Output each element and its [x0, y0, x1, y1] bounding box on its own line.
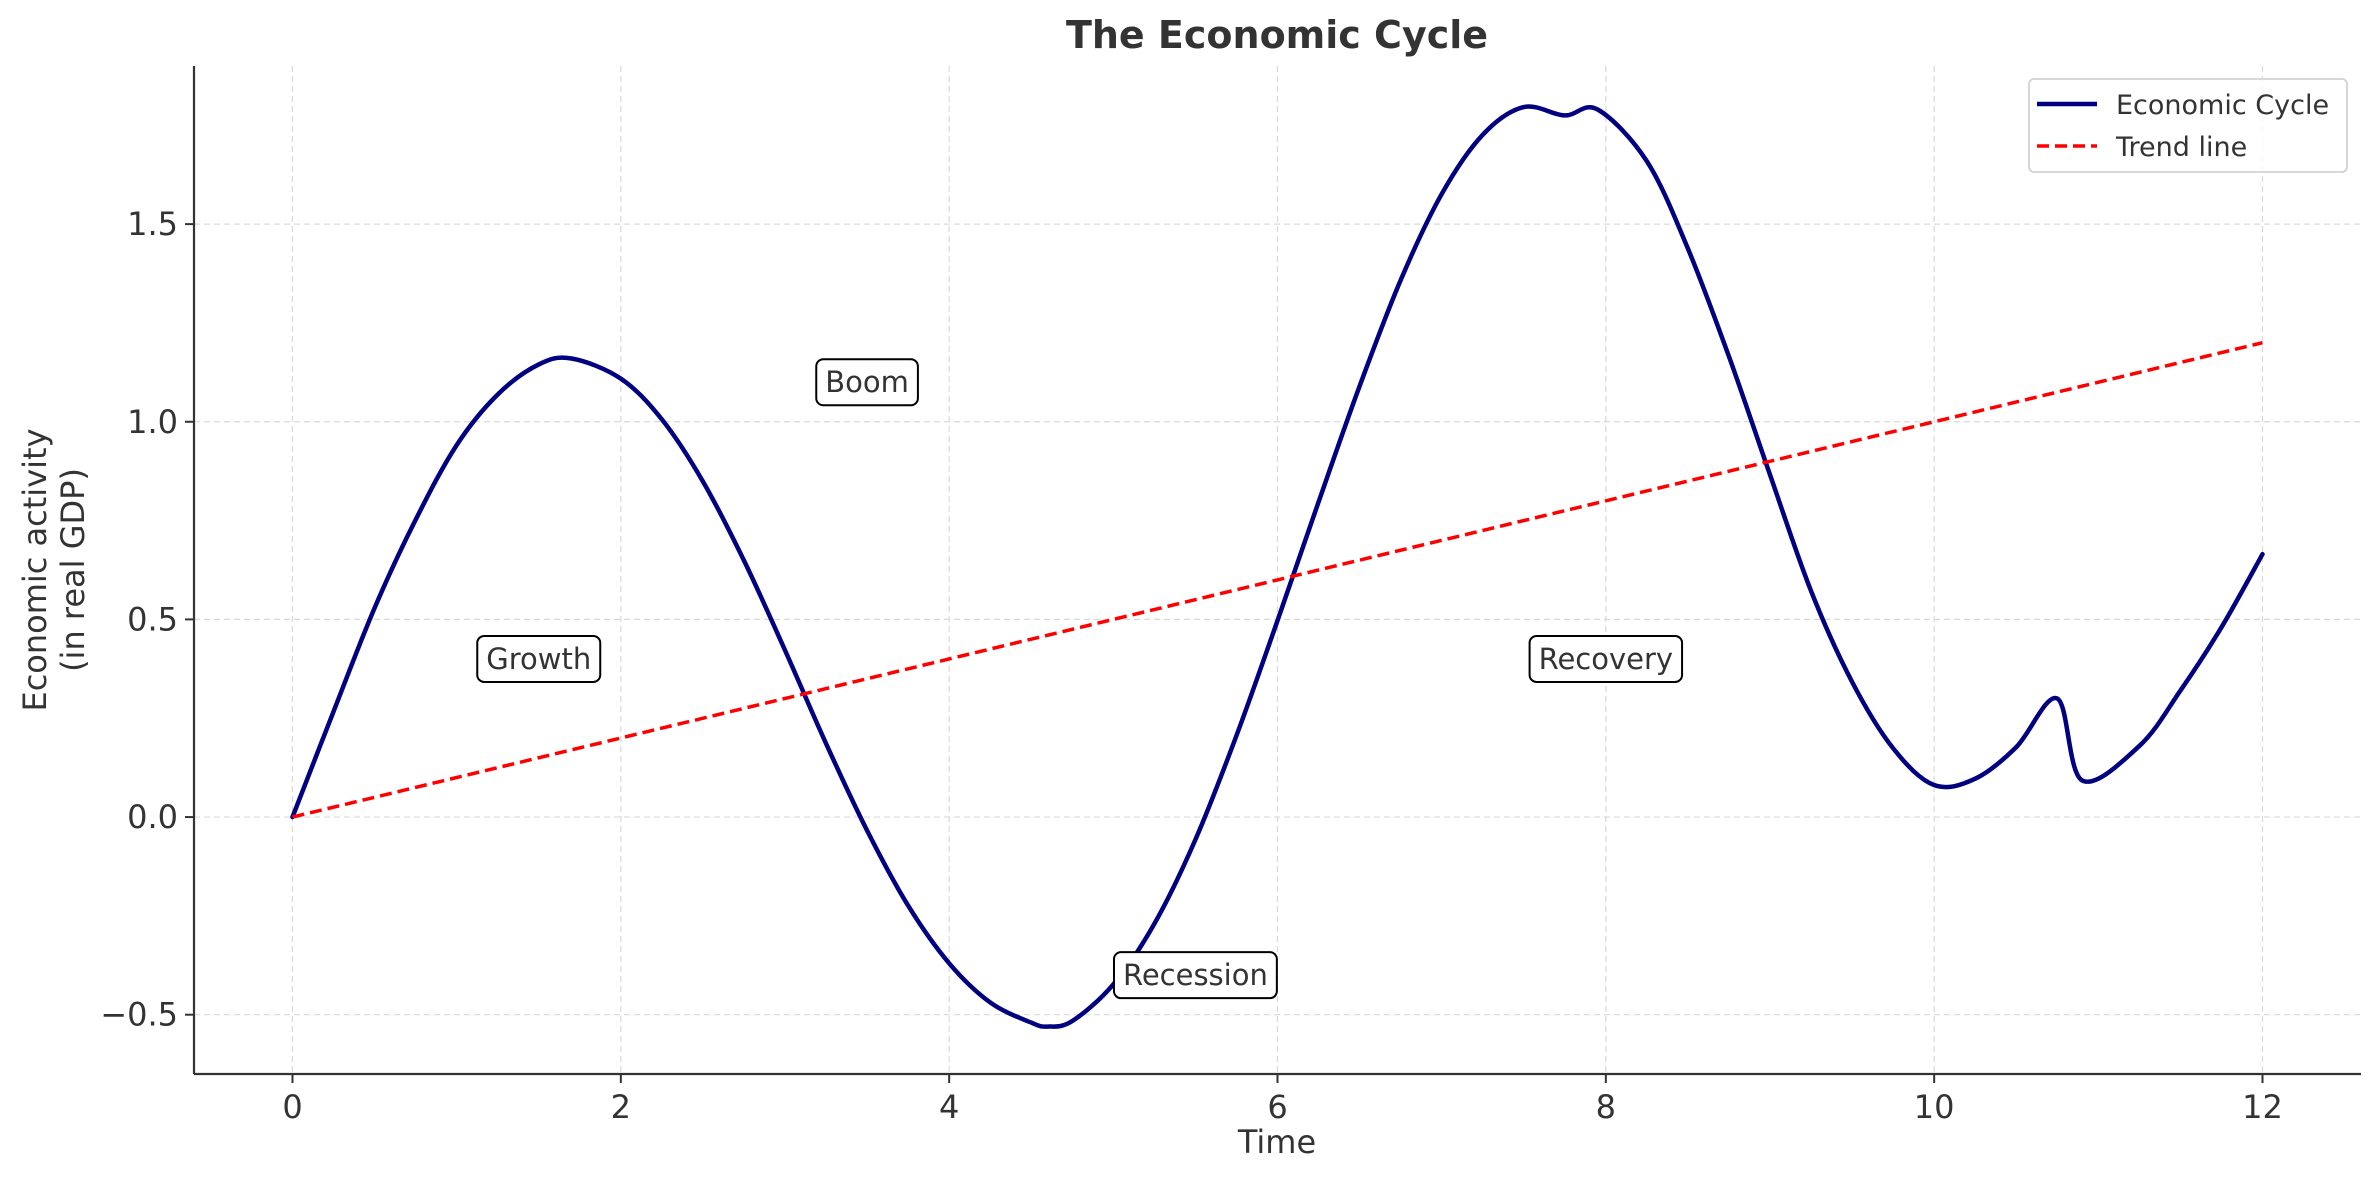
- annotation-box: [476, 634, 602, 683]
- annotations: Growth Boom Recession Recovery: [476, 358, 1684, 1000]
- y-tick-label: 0.0: [127, 798, 178, 836]
- economic-cycle-series: [290, 104, 2265, 1029]
- y-tick-label: −0.5: [100, 996, 178, 1034]
- y-axis-label: Economic activity (in real GDP): [16, 428, 92, 711]
- y-axis-label-line-1: Economic activity: [16, 428, 54, 711]
- y-tick-label: 1.0: [127, 403, 178, 441]
- x-axis-label: Time: [1237, 1123, 1316, 1161]
- annotation-label: Growth: [486, 642, 591, 676]
- y-axis-label-line-2: (in real GDP): [54, 468, 92, 672]
- y-tick-label: 1.5: [127, 205, 178, 243]
- annotation-box: [1528, 634, 1684, 683]
- annotation-label: Boom: [825, 365, 909, 399]
- x-tick-label: 0: [282, 1088, 302, 1126]
- annotation-box: [1112, 951, 1278, 1000]
- annotation-box: [815, 358, 919, 407]
- y-tick-label: 0.5: [127, 600, 178, 638]
- x-tick-label: 10: [1914, 1088, 1955, 1126]
- x-tick-label: 2: [611, 1088, 631, 1126]
- chart-title: The Economic Cycle: [1066, 13, 1488, 57]
- annotation-label: Recession: [1123, 958, 1268, 992]
- annotation-recession: Recession: [1112, 951, 1278, 1000]
- legend: Economic Cycle Trend line: [2028, 78, 2348, 173]
- annotation-boom: Boom: [815, 358, 919, 407]
- legend-label-trend-line: Trend line: [2115, 132, 2247, 163]
- trend-line-series: [292, 341, 2263, 819]
- x-tick-label: 4: [939, 1088, 959, 1126]
- grid-lines: [194, 66, 2361, 1074]
- legend-label-economic-cycle: Economic Cycle: [2116, 90, 2329, 121]
- x-tick-label: 6: [1267, 1088, 1287, 1126]
- x-tick-label: 8: [1596, 1088, 1616, 1126]
- annotation-label: Recovery: [1539, 642, 1673, 676]
- ticks: 0 2 4 6 8 10 12 −0.5 0.0 0.5 1.0 1.5: [100, 205, 2283, 1126]
- x-tick-label: 12: [2242, 1088, 2283, 1126]
- legend-box: [2028, 78, 2348, 173]
- series-lines: [290, 104, 2265, 1029]
- annotation-growth: Growth: [476, 634, 602, 683]
- annotation-recovery: Recovery: [1528, 634, 1684, 683]
